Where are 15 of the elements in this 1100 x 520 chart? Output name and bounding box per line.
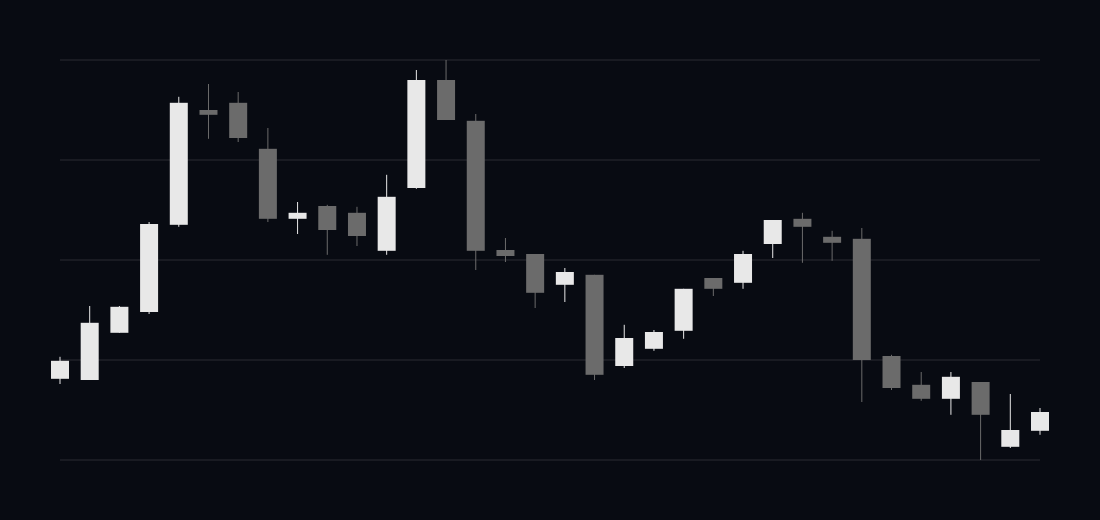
candlestick [555, 267, 574, 303]
candlestick [912, 371, 931, 402]
candlestick [793, 212, 812, 264]
candlestick [1031, 407, 1049, 436]
candlestick [288, 201, 307, 235]
candlestick [644, 329, 663, 352]
candlestick [347, 206, 366, 247]
candlestick [941, 371, 960, 416]
candlestick [763, 219, 782, 259]
candlestick [318, 204, 337, 256]
candlestick [199, 83, 218, 140]
candlestick [51, 356, 69, 385]
candlestick [823, 230, 842, 262]
candlestick [1001, 393, 1020, 449]
candlestick [496, 237, 515, 263]
